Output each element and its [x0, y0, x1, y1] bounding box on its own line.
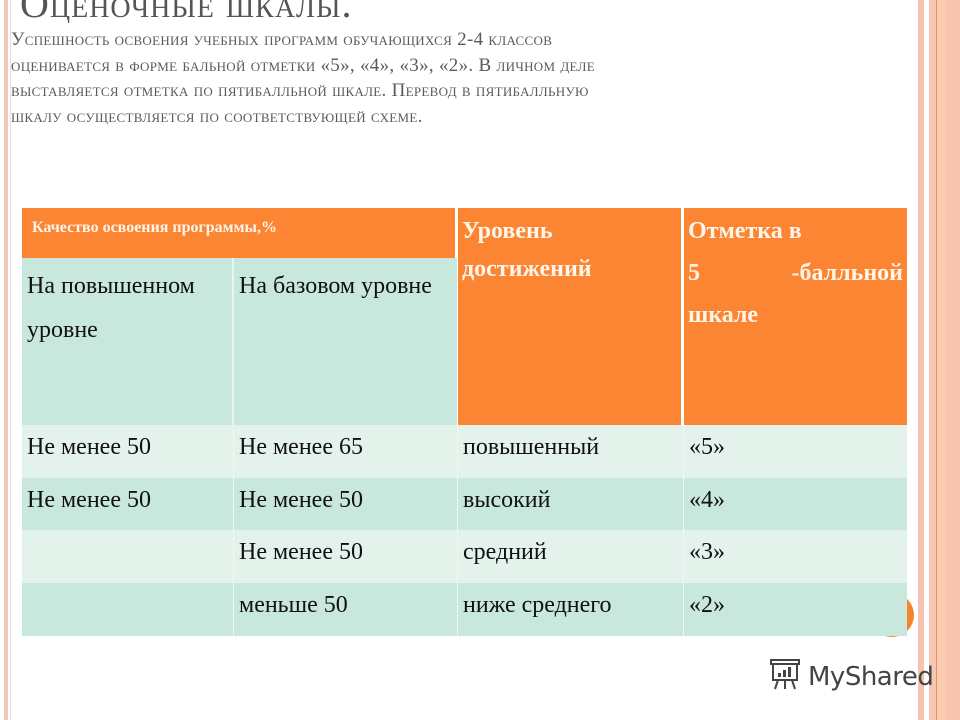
cell-advanced: Не менее 50 — [22, 425, 234, 478]
header-achievement-level: Уровень достижений — [458, 208, 683, 425]
intro-line: Успешность освоения учебных программ обу… — [11, 29, 553, 50]
watermark-logo: MyShared — [768, 656, 934, 697]
cell-basic: Не менее 50 — [234, 530, 458, 583]
table-row: Не менее 50 средний «3» — [22, 530, 907, 583]
subheader-basic-level: На базовом уровне — [234, 258, 457, 425]
header-mark-line: 5 -балльной — [688, 252, 903, 294]
header-mark-word: -балльной — [791, 260, 903, 286]
left-decorative-border — [4, 0, 8, 720]
slide-title: Оценочные шкалы. — [20, 0, 353, 26]
intro-line: выставляется отметка по пятибалльной шка… — [11, 80, 589, 101]
cell-advanced — [22, 530, 234, 583]
header-quality-percent: Качество освоения программы,% — [22, 208, 457, 258]
presentation-board-icon — [768, 656, 802, 697]
watermark-text: MyShared — [808, 661, 934, 692]
cell-level: повышенный — [458, 425, 684, 478]
cell-mark: «4» — [689, 487, 725, 513]
cell-mark: «3» — [689, 539, 725, 565]
cell-basic: Не менее 50 — [234, 478, 458, 530]
header-mark-number: 5 — [688, 260, 700, 286]
cell-level: высокий — [458, 478, 684, 530]
header-five-point-mark: Отметка в 5 -балльной шкале — [684, 208, 907, 425]
header-mark-line: Отметка в — [688, 218, 802, 244]
decorative-orange-circle — [870, 593, 914, 637]
cell-mark: «5» — [689, 434, 725, 460]
cell-level: средний — [458, 530, 684, 583]
table-row: Не менее 50 Не менее 50 высокий «4» — [22, 478, 907, 530]
subheader-advanced-level: На повышенном уровне — [22, 258, 234, 425]
table-row: Не менее 50 Не менее 65 повышенный «5» — [22, 425, 907, 478]
cell-basic: Не менее 65 — [234, 425, 458, 478]
intro-paragraph: Успешность освоения учебных программ обу… — [11, 27, 851, 129]
grading-table: Качество освоения программы,% Уровень до… — [22, 208, 907, 636]
cell-advanced: Не менее 50 — [22, 478, 234, 530]
intro-line: шкалу осуществляется по соответствующей … — [11, 105, 423, 127]
intro-line: оценивается в форме бальной отметки «5»,… — [11, 54, 595, 76]
header-mark-line: шкале — [688, 302, 759, 328]
left-decorative-line — [10, 0, 11, 720]
